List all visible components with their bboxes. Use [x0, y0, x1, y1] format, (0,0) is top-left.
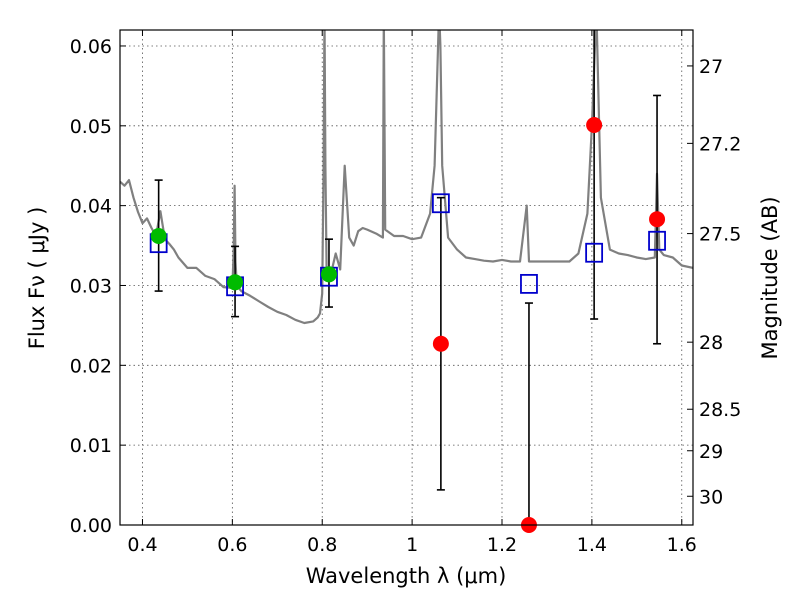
y-axis-label: Flux Fν ( μJy ): [25, 207, 49, 350]
right-tick-label: 28.5: [699, 399, 741, 421]
right-tick-label: 27.2: [699, 133, 741, 155]
marker-layer: [149, 117, 666, 533]
right-tick-label: 30: [699, 486, 723, 508]
undetected-flux-marker: [586, 117, 603, 134]
model-square-marker: [648, 230, 666, 251]
detected-flux-marker: [227, 274, 244, 291]
y-tick-label: 0.01: [70, 435, 112, 457]
y-tick-label: 0.05: [70, 116, 112, 138]
model-square-marker: [520, 273, 538, 294]
y-tick-label: 0.04: [70, 196, 112, 218]
model-square-marker: [585, 242, 604, 263]
right-tick-label: 29: [699, 441, 723, 463]
x-tick-label: 1.6: [667, 534, 697, 556]
model-square-marker: [431, 193, 450, 214]
right-tick-label: 28: [699, 332, 723, 354]
undetected-flux-marker: [432, 335, 449, 352]
plot-frame: [119, 29, 694, 526]
tick-label-layer: 0.4 0.6 0.8 1 1.2 1.4 1.6 0.00 0.01 0.02 0.03 0.04 0…: [70, 36, 742, 556]
undetected-flux-marker: [649, 211, 666, 228]
y-tick-label: 0.06: [70, 36, 112, 58]
detected-flux-marker: [150, 227, 167, 244]
y-tick-label: 0.00: [70, 515, 112, 537]
x-tick-label: 1: [406, 534, 418, 556]
x-tick-label: 1.2: [487, 534, 517, 556]
right-tick-label: 27: [699, 56, 723, 78]
y-tick-label: 0.03: [70, 275, 112, 297]
sed-line: [120, 30, 693, 325]
y-axis-right-label: Magnitude (AB): [758, 196, 782, 359]
x-axis-label: Wavelength λ (μm): [306, 564, 507, 588]
tick-layer: [120, 30, 693, 526]
sed-layer: [120, 30, 693, 325]
grid: [120, 30, 693, 526]
x-tick-label: 0.8: [307, 534, 337, 556]
right-tick-label: 27.5: [699, 224, 741, 246]
y-tick-label: 0.02: [70, 355, 112, 377]
detected-flux-marker: [320, 266, 337, 283]
x-tick-label: 0.6: [217, 534, 247, 556]
x-tick-label: 1.4: [577, 534, 607, 556]
x-tick-label: 0.4: [127, 534, 157, 556]
